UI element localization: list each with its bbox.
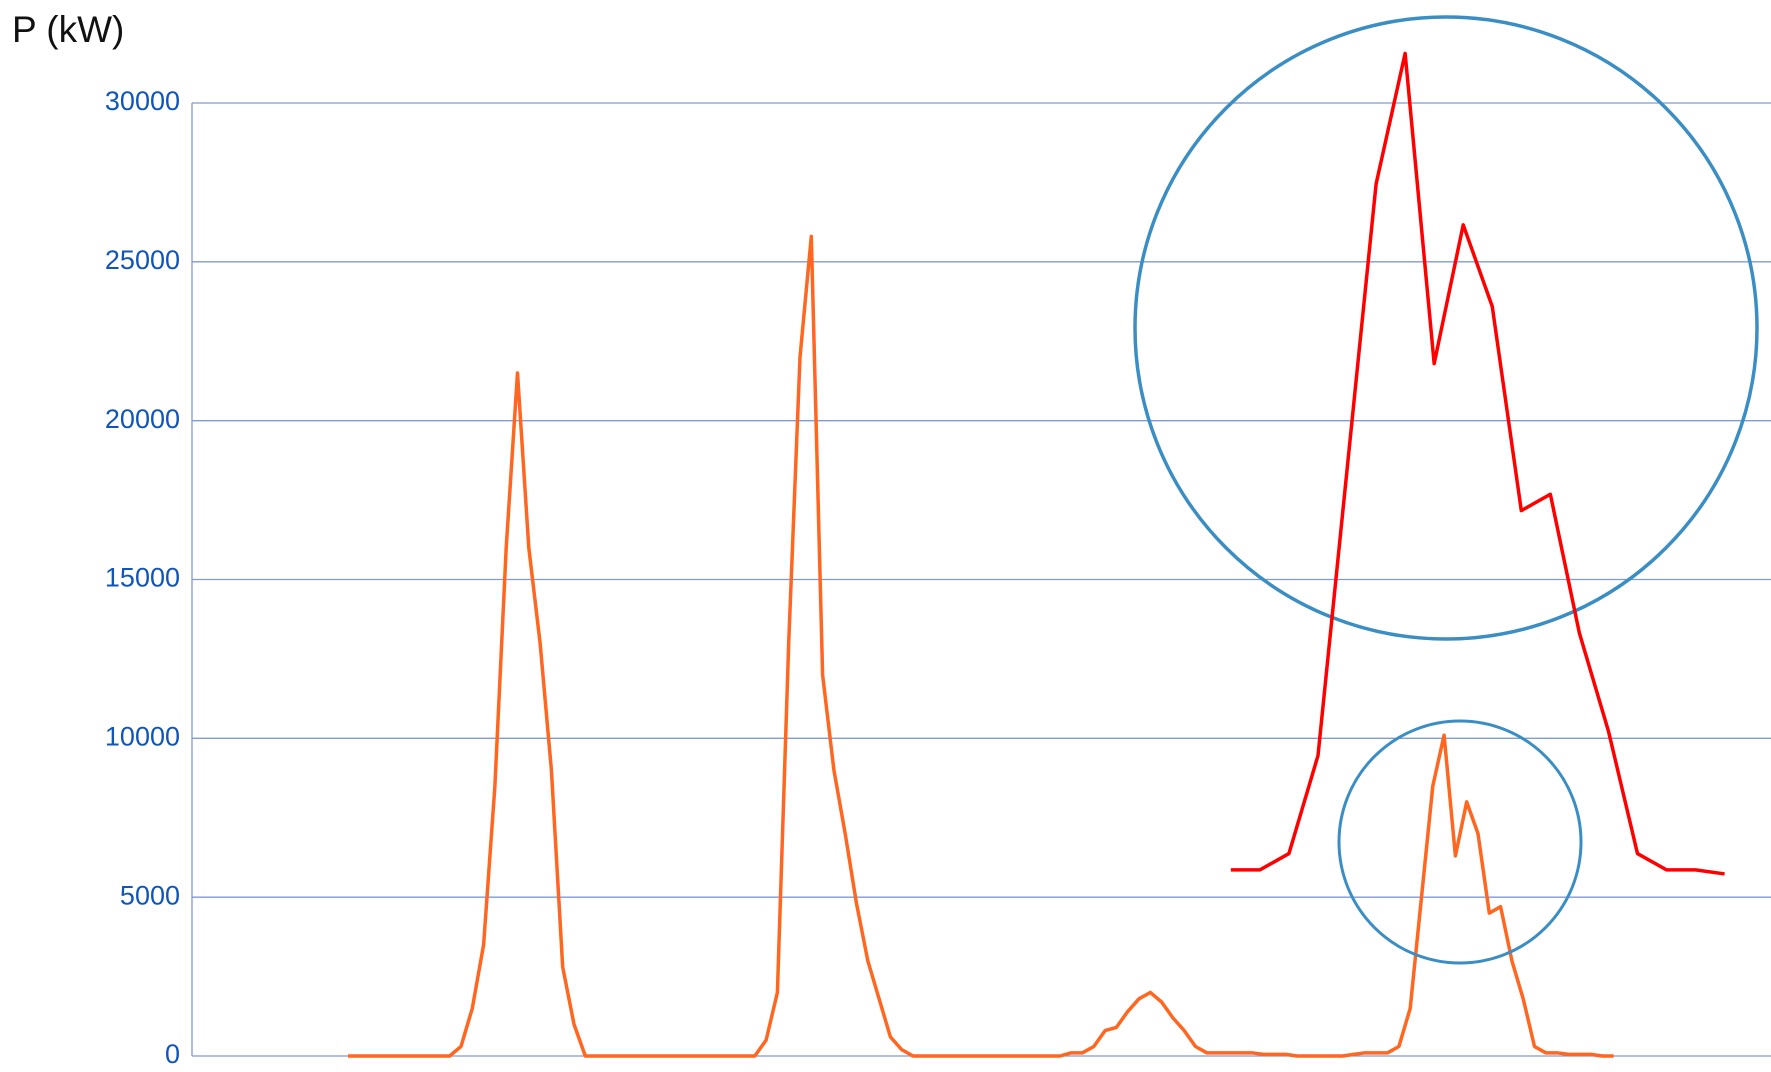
y-axis-label: P (kW)	[12, 9, 124, 50]
zoom-circle	[1337, 719, 1583, 965]
y-tick-label: 15000	[105, 563, 180, 593]
y-tick-label: 25000	[105, 245, 180, 275]
y-tick-label: 30000	[105, 86, 180, 116]
y-tick-label: 0	[165, 1039, 180, 1069]
y-tick-label: 5000	[120, 880, 180, 910]
zoom-circle	[1133, 15, 1759, 641]
line-series	[348, 234, 1614, 1058]
zoom-line	[1230, 51, 1725, 876]
y-tick-label: 10000	[105, 721, 180, 751]
y-tick-label: 20000	[105, 404, 180, 434]
